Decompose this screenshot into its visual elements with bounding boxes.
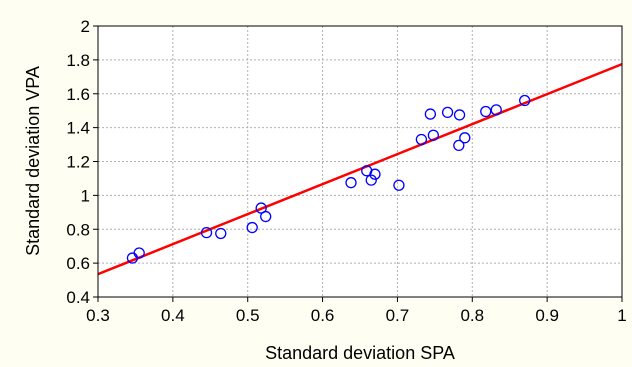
data-point [365,174,377,186]
data-point [453,139,465,152]
data-point [200,226,213,239]
data-point [393,179,405,191]
x-tick-label: 0.9 [535,306,559,325]
grid-lines [98,26,622,297]
data-point [441,106,454,119]
data-point [459,132,471,144]
y-tick-label: 1.6 [66,85,90,104]
y-tick-label: 0.4 [66,288,90,307]
x-tick-label: 0.3 [86,306,110,325]
y-axis-title: Standard deviation VPA [23,66,43,256]
data-point [369,168,381,180]
y-tick-label: 1.4 [66,119,90,138]
data-point [424,108,437,120]
x-tick-label: 0.6 [311,306,335,325]
y-tick-label: 0.8 [66,220,90,239]
data-point [133,247,145,259]
data-point [255,202,267,214]
x-tick-label: 0.5 [236,306,260,325]
axis-ticks [93,25,623,302]
data-point [427,129,440,141]
y-tick-label: 2 [81,17,90,36]
x-tick-label: 1 [617,306,626,325]
data-point [490,104,502,116]
data-point [260,210,272,223]
y-tick-label: 1 [81,186,90,205]
x-tick-label: 0.7 [386,306,410,325]
y-tick-label: 1.2 [66,153,90,172]
data-point [480,105,492,118]
x-tick-label: 0.4 [161,306,185,325]
data-point [345,177,357,189]
regression-line [97,62,623,276]
y-tick-label: 1.8 [66,51,90,70]
x-tick-label: 0.8 [460,306,484,325]
x-tick-labels: 0.3 0.4 0.5 0.6 0.7 0.8 0.9 1 [86,306,627,325]
x-axis-title: Standard deviation SPA [265,343,455,363]
data-point [246,221,258,234]
data-point [215,227,227,240]
data-point [453,109,466,121]
data-point [519,94,531,107]
data-points [126,94,531,264]
y-tick-labels: 0.4 0.6 0.8 1 1.2 1.4 1.6 1.8 2 [66,17,90,307]
y-tick-label: 0.6 [66,254,90,273]
fit-line-group [97,62,623,276]
data-point [415,133,428,146]
